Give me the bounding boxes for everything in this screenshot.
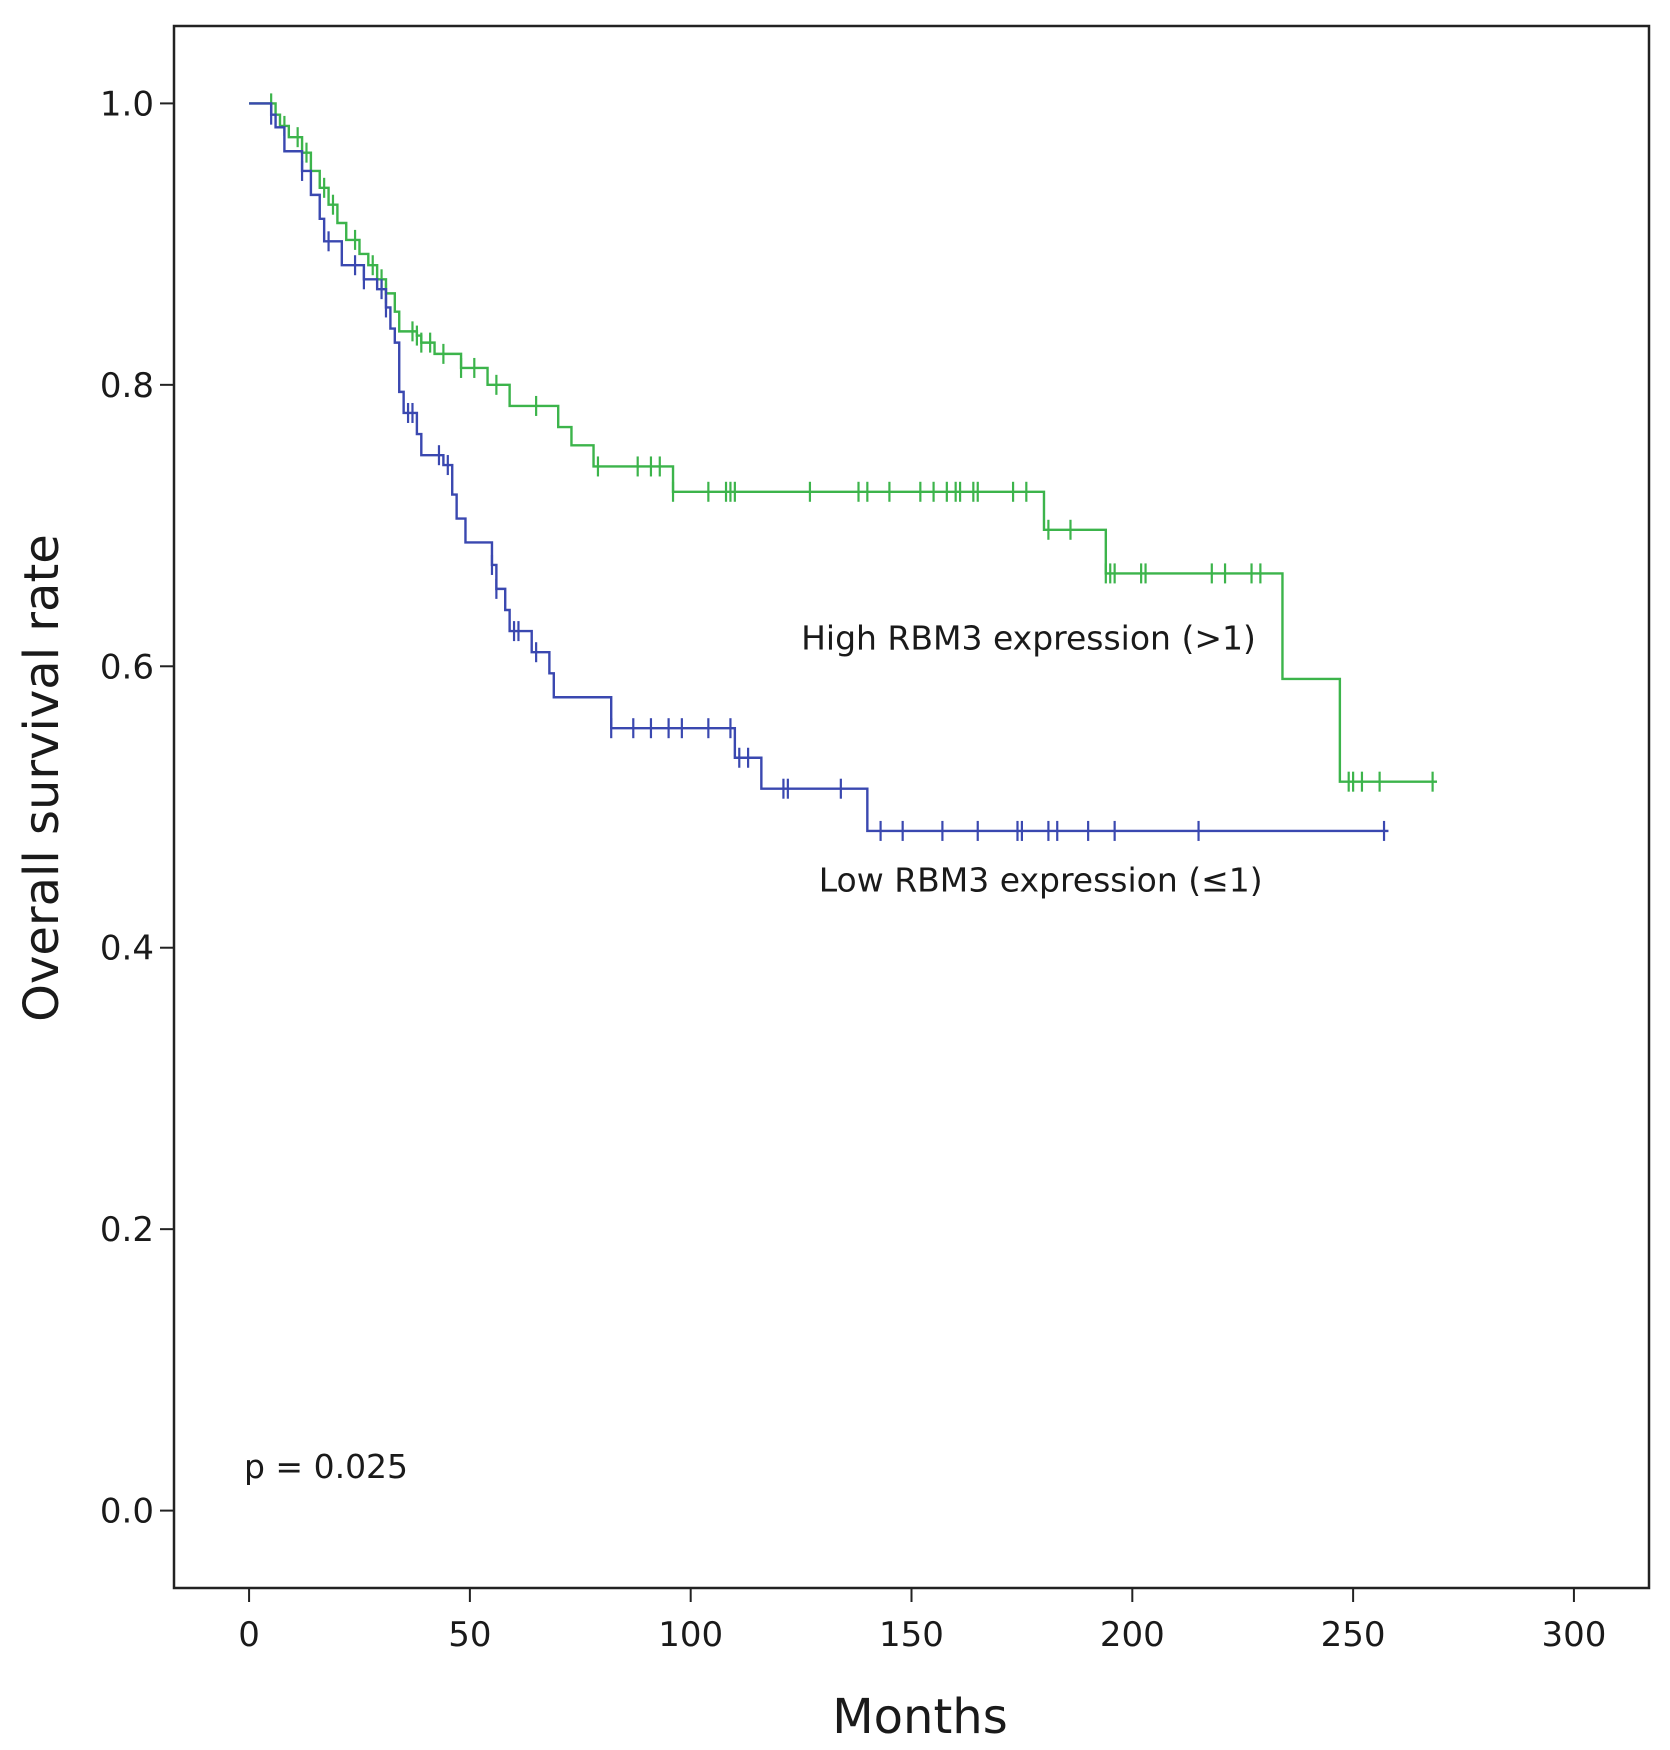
p-value-annotation: p = 0.025 [244,1447,408,1486]
survival-step-line [249,102,1438,783]
x-tick-label: 200 [1100,1615,1165,1655]
series-high-rbm3: High RBM3 expression (>1) [249,93,1438,792]
series-label: Low RBM3 expression (≤1) [819,860,1263,899]
y-tick-label: 1.0 [100,84,154,124]
x-tick-label: 100 [658,1615,723,1655]
y-tick-label: 0.6 [100,647,154,687]
x-axis-ticks: 0 50 100 150 200 250 300 [238,1588,1606,1655]
y-tick-label: 0.4 [100,929,154,969]
y-axis-ticks: 0.0 0.2 0.4 0.6 0.8 1.0 [100,84,174,1532]
x-tick-label: 250 [1321,1615,1386,1655]
series-low-rbm3: Low RBM3 expression (≤1) [249,102,1389,899]
y-tick-label: 0.2 [100,1210,154,1250]
survival-curves: High RBM3 expression (>1) Low RBM3 expres… [249,93,1438,899]
y-tick-label: 0.0 [100,1492,154,1532]
x-tick-label: 0 [238,1615,260,1655]
series-label: High RBM3 expression (>1) [801,618,1256,657]
x-tick-label: 300 [1541,1615,1606,1655]
x-tick-label: 150 [879,1615,944,1655]
x-axis-title: Months [832,1689,1007,1745]
plot-frame [172,24,1651,1590]
y-axis-title: Overall survival rate [14,534,70,1022]
y-tick-label: 0.8 [100,366,154,406]
x-tick-label: 50 [448,1615,491,1655]
survival-step-line [249,102,1389,833]
